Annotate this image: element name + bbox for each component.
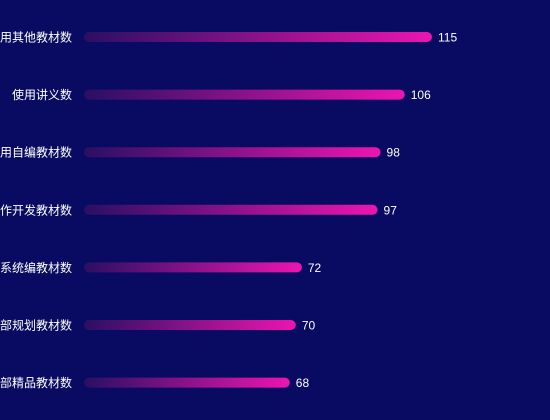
bars-layer: 用其他教材数 115 使用讲义数 106 用自编教材数 98 作开发教材数 97 系统编教材数 7… [0,30,457,391]
bar[interactable] [84,320,296,330]
category-label: 部规划教材数 [0,318,72,333]
value-label: 106 [411,88,431,102]
value-label: 98 [387,146,401,160]
category-label: 部精品教材数 [0,375,72,390]
value-label: 70 [302,319,316,333]
bar[interactable] [84,262,302,273]
category-label: 系统编教材数 [0,260,72,275]
bar[interactable] [84,89,405,100]
category-label: 作开发教材数 [0,202,72,217]
bar[interactable] [84,204,378,215]
bar[interactable] [84,147,381,158]
value-label: 115 [438,31,457,45]
bar[interactable] [84,32,432,42]
value-label: 68 [296,376,310,390]
bar[interactable] [84,377,290,388]
category-label: 使用讲义数 [12,87,72,102]
value-label: 97 [384,203,398,217]
category-label: 用自编教材数 [0,145,72,160]
value-label: 72 [308,261,322,275]
category-label: 用其他教材数 [0,30,72,45]
